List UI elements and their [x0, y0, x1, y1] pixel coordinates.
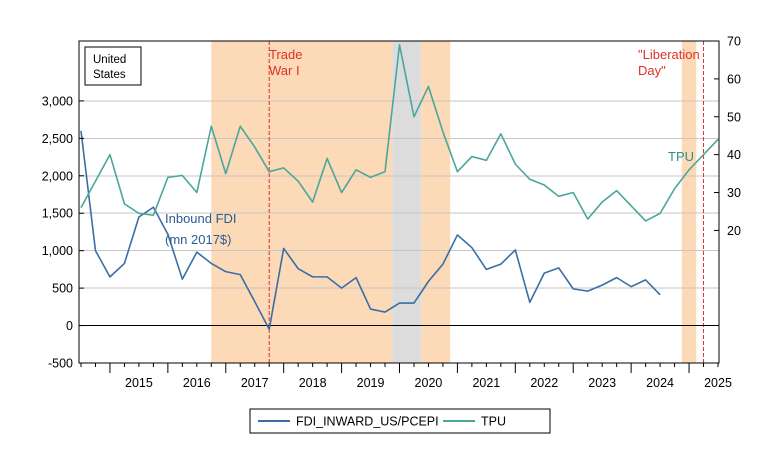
country-box: United States [84, 46, 142, 86]
shaded-period-0 [211, 41, 393, 363]
left-tick-label-7: 3,000 [42, 94, 73, 108]
left-tick-label-3: 1,000 [42, 244, 73, 258]
country-box-line-2: States [93, 69, 126, 81]
series-layer [80, 43, 719, 331]
left-tick-label-5: 2,000 [42, 169, 73, 183]
right-tick-label-0: 20 [727, 224, 741, 238]
recession-period [392, 41, 422, 363]
fdi-series-label-line-2: (mn 2017$) [165, 232, 231, 247]
left-tick-label-1: 0 [66, 319, 73, 333]
shading-layer [79, 41, 719, 364]
left-tick-label-2: 500 [52, 282, 73, 296]
left-tick-label-4: 1,500 [42, 207, 73, 221]
year-label-2021: 2021 [472, 376, 500, 390]
legend-box [249, 408, 551, 434]
year-label-2020: 2020 [415, 376, 443, 390]
right-tick-label-2: 40 [727, 148, 741, 162]
series-line-tpu [80, 43, 719, 222]
year-label-2023: 2023 [588, 376, 616, 390]
liberation-day-label-line-2: Day" [638, 63, 666, 78]
legend-label-fdi: FDI_INWARD_US/PCEPI [296, 415, 439, 429]
right-tick-label-3: 50 [727, 110, 741, 124]
country-box-line-1: United [93, 54, 126, 66]
axis-layer: -500 0 500 1,000 1,500 2,000 2,500 3,000 20 30 40 5… [42, 35, 741, 391]
right-tick-label-1: 30 [727, 186, 741, 200]
year-label-2019: 2019 [357, 376, 385, 390]
left-tick-label-0: -500 [48, 357, 73, 371]
liberation-day-label-line-1: "Liberation [638, 47, 700, 62]
trade-war-label-line-1: Trade [269, 47, 302, 62]
year-label-2017: 2017 [241, 376, 269, 390]
trade-war-label-line-2: War I [269, 63, 300, 78]
right-tick-label-5: 70 [727, 35, 741, 49]
left-tick-label-6: 2,500 [42, 132, 73, 146]
year-label-2024: 2024 [646, 376, 674, 390]
shaded-period-1 [421, 41, 451, 363]
legend-label-tpu: TPU [481, 415, 506, 429]
shaded-period-2 [681, 41, 697, 363]
fdi-series-label-line-1: Inbound FDI [165, 211, 237, 226]
year-label-2015: 2015 [125, 376, 153, 390]
year-label-2018: 2018 [299, 376, 327, 390]
year-label-2016: 2016 [183, 376, 211, 390]
year-label-2022: 2022 [530, 376, 558, 390]
tpu-series-label: TPU [668, 149, 694, 164]
legend: FDI_INWARD_US/PCEPI TPU [249, 408, 551, 434]
series-line-fdi [80, 130, 661, 331]
year-label-2025: 2025 [704, 376, 732, 390]
right-tick-label-4: 60 [727, 72, 741, 86]
